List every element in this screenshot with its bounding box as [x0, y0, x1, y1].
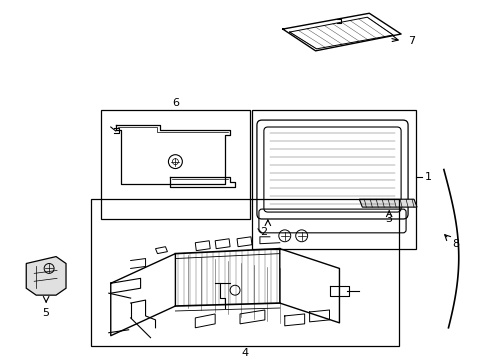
Polygon shape: [240, 310, 264, 324]
Text: 6: 6: [172, 98, 179, 108]
Text: 5: 5: [42, 308, 49, 318]
Text: 3: 3: [385, 214, 392, 224]
Text: 2: 2: [260, 227, 266, 237]
Polygon shape: [155, 247, 167, 253]
Polygon shape: [237, 237, 251, 247]
Bar: [251, 110, 415, 249]
Text: 1: 1: [424, 172, 431, 183]
Polygon shape: [195, 241, 210, 251]
Bar: [91, 199, 398, 346]
Polygon shape: [195, 314, 215, 328]
Polygon shape: [359, 199, 416, 207]
Polygon shape: [215, 239, 230, 249]
Text: 8: 8: [451, 239, 458, 249]
Bar: [101, 110, 249, 219]
Text: 7: 7: [407, 36, 414, 46]
Text: 4: 4: [241, 347, 248, 357]
Polygon shape: [26, 257, 66, 295]
